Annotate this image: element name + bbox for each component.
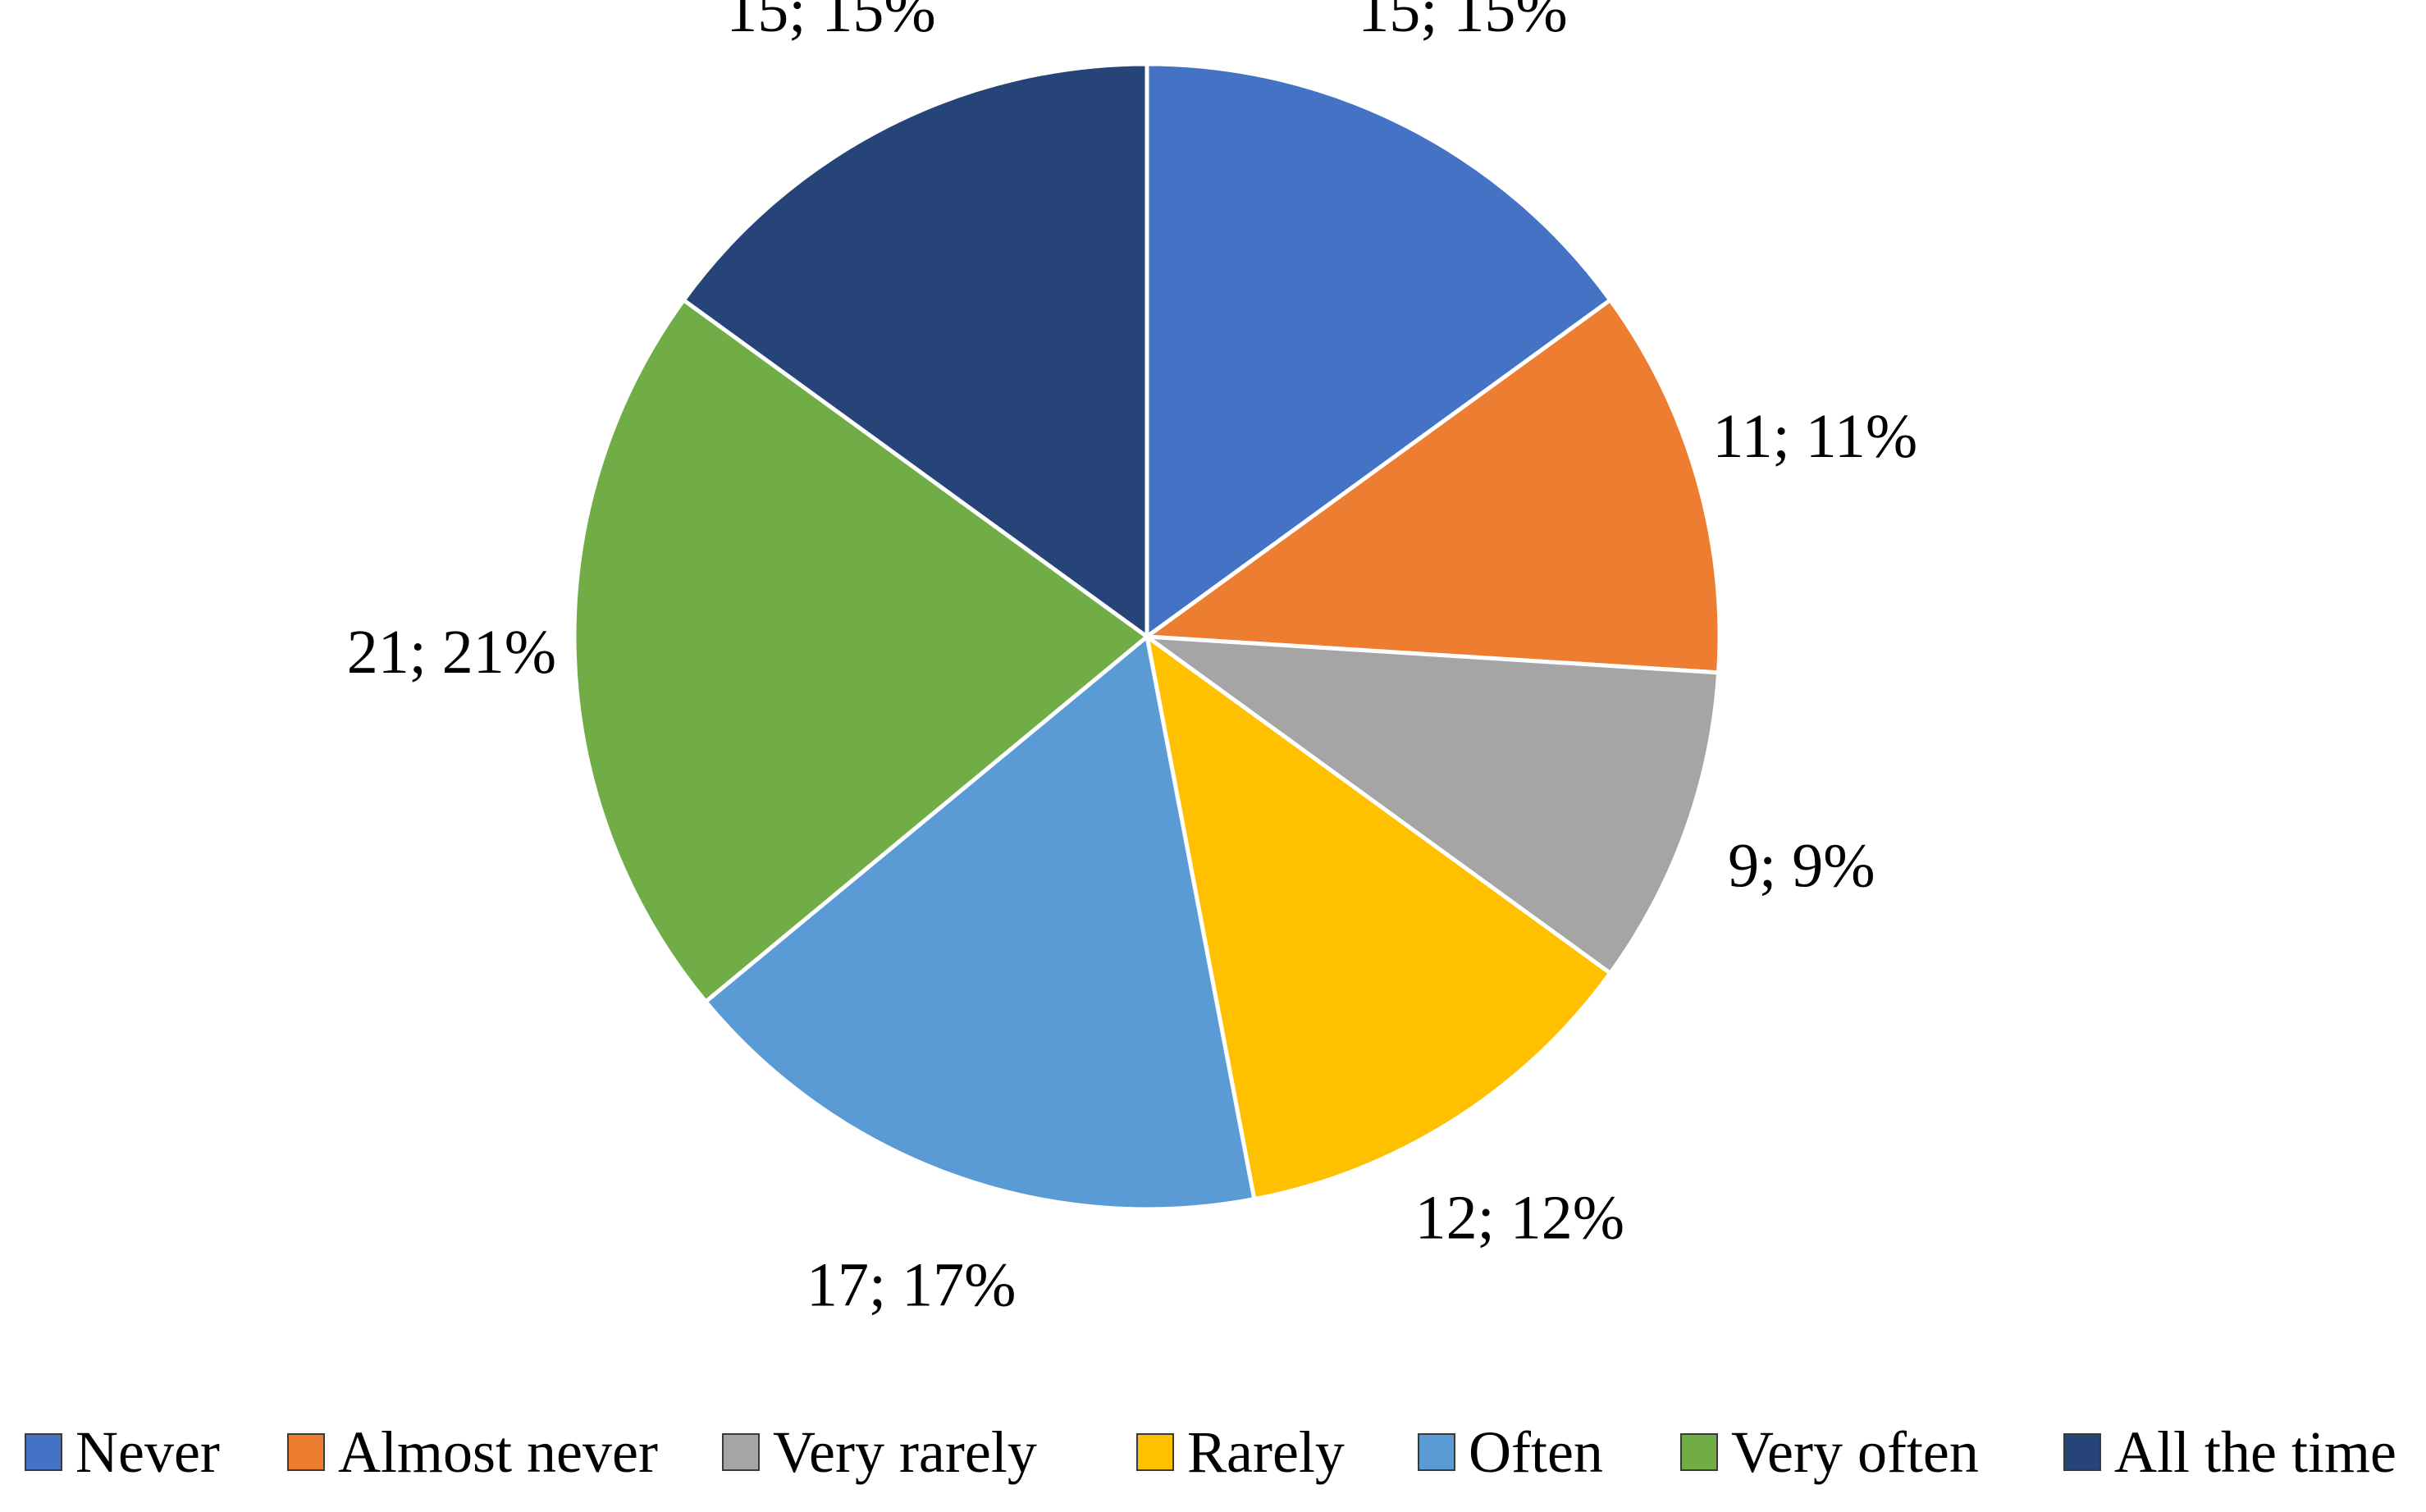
pie-slice-all-the-time xyxy=(681,62,1149,639)
legend-label: All the time xyxy=(2114,1419,2396,1485)
legend-label: Almost never xyxy=(338,1419,658,1485)
data-label-very-often: 21; 21% xyxy=(347,618,556,687)
legend-item-all-the-time: All the time xyxy=(2063,1419,2396,1485)
legend-item-often: Often xyxy=(1418,1419,1603,1485)
pie-slices xyxy=(572,62,1722,1212)
legend: Never Almost never Very rarely Rarely Often V… xyxy=(0,1419,2426,1485)
legend-swatch xyxy=(1136,1433,1174,1471)
pie-slice-almost-never xyxy=(1144,298,1722,675)
pie-data-labels: 15; 15% 11; 11% 9; 9% 12; 12% 17; 17% 21; 21%… xyxy=(347,0,1918,1319)
pie-slice-never xyxy=(1144,62,1613,639)
data-label-almost-never: 11; 11% xyxy=(1712,402,1917,471)
pie-slice-very-rarely xyxy=(1144,634,1721,975)
data-label-very-rarely: 9; 9% xyxy=(1728,832,1875,901)
data-label-all-the-time: 15; 15% xyxy=(726,0,935,45)
pie-slice-rarely xyxy=(1144,634,1613,1202)
legend-swatch xyxy=(1680,1433,1718,1471)
legend-swatch xyxy=(287,1433,325,1471)
data-label-rarely: 12; 12% xyxy=(1415,1183,1624,1252)
legend-item-never: Never xyxy=(25,1419,220,1485)
pie-slice-often xyxy=(703,634,1257,1212)
legend-label: Often xyxy=(1469,1419,1603,1485)
legend-label: Very rarely xyxy=(773,1419,1037,1485)
legend-item-very-rarely: Very rarely xyxy=(722,1419,1037,1485)
legend-swatch xyxy=(1418,1433,1455,1471)
legend-swatch xyxy=(2063,1433,2101,1471)
data-label-often: 17; 17% xyxy=(806,1250,1016,1319)
data-label-never: 15; 15% xyxy=(1358,0,1567,45)
legend-item-almost-never: Almost never xyxy=(287,1419,658,1485)
legend-label: Never xyxy=(75,1419,220,1485)
legend-label: Very often xyxy=(1731,1419,1979,1485)
legend-swatch xyxy=(25,1433,62,1471)
legend-item-rarely: Rarely xyxy=(1136,1419,1345,1485)
legend-swatch xyxy=(722,1433,760,1471)
legend-item-very-often: Very often xyxy=(1680,1419,1979,1485)
pie-slice-very-often xyxy=(572,298,1149,1004)
legend-label: Rarely xyxy=(1187,1419,1345,1485)
